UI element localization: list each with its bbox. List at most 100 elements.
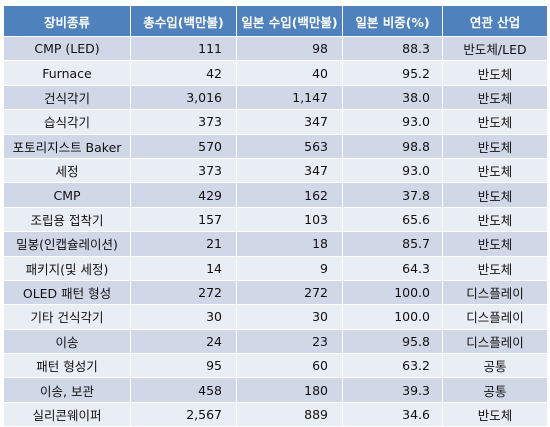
cell-related-industry: 반도체 — [442, 401, 548, 427]
cell-japan-share: 100.0 — [342, 279, 443, 306]
cell-equipment-type: 기타 건식각기 — [3, 304, 131, 330]
table-row: 기타 건식각기 30 30 100.0 디스플레이 — [3, 304, 548, 330]
table-row: CMP 429 162 37.8 반도체 — [3, 182, 548, 208]
cell-equipment-type: 이송 — [3, 328, 131, 355]
cell-total-import: 272 — [130, 279, 237, 306]
table-body: CMP (LED) 111 98 88.3 반도체/LED Furnace 42 40 95.2… — [3, 35, 548, 427]
cell-japan-share: 98.8 — [342, 133, 443, 159]
table-row: 조립용 접착기 157 103 65.6 반도체 — [3, 206, 548, 233]
cell-equipment-type: 건식각기 — [3, 84, 131, 111]
cell-related-industry: 반도체 — [442, 109, 548, 135]
header-japan-import: 일본 수입(백만불) — [236, 5, 343, 37]
cell-related-industry: 반도체 — [442, 60, 548, 86]
cell-related-industry: 반도체 — [442, 133, 548, 159]
cell-japan-import: 180 — [236, 377, 343, 403]
table-row: CMP (LED) 111 98 88.3 반도체/LED — [3, 35, 548, 62]
cell-related-industry: 공통 — [442, 377, 548, 403]
cell-total-import: 95 — [130, 353, 237, 379]
cell-equipment-type: 포토리지스트 Baker — [3, 133, 131, 159]
cell-equipment-type: 패턴 형성기 — [3, 353, 131, 379]
cell-total-import: 373 — [130, 109, 237, 135]
cell-related-industry: 반도체 — [442, 231, 548, 257]
cell-total-import: 458 — [130, 377, 237, 403]
cell-related-industry: 반도체 — [442, 206, 548, 233]
table-row: 이송, 보관 458 180 39.3 공통 — [3, 377, 548, 403]
cell-japan-share: 93.0 — [342, 109, 443, 135]
cell-equipment-type: Furnace — [3, 60, 131, 86]
cell-japan-import: 347 — [236, 109, 343, 135]
cell-japan-share: 39.3 — [342, 377, 443, 403]
cell-japan-share: 93.0 — [342, 157, 443, 184]
cell-japan-share: 85.7 — [342, 231, 443, 257]
cell-japan-share: 88.3 — [342, 35, 443, 62]
cell-equipment-type: OLED 패턴 형성 — [3, 279, 131, 306]
cell-japan-share: 95.8 — [342, 328, 443, 355]
cell-related-industry: 디스플레이 — [442, 304, 548, 330]
table-row: 패키지(및 세정) 14 9 64.3 반도체 — [3, 255, 548, 281]
table-row: OLED 패턴 형성 272 272 100.0 디스플레이 — [3, 279, 548, 306]
cell-japan-import: 563 — [236, 133, 343, 159]
cell-related-industry: 디스플레이 — [442, 279, 548, 306]
cell-japan-import: 272 — [236, 279, 343, 306]
cell-equipment-type: 패키지(및 세정) — [3, 255, 131, 281]
cell-related-industry: 반도체 — [442, 84, 548, 111]
cell-japan-share: 34.6 — [342, 401, 443, 427]
cell-related-industry: 공통 — [442, 353, 548, 379]
table-row: 밀봉(인캡슐레이션) 21 18 85.7 반도체 — [3, 231, 548, 257]
cell-total-import: 30 — [130, 304, 237, 330]
table-row: 건식각기 3,016 1,147 38.0 반도체 — [3, 84, 548, 111]
cell-japan-share: 95.2 — [342, 60, 443, 86]
table-row: 이송 24 23 95.8 디스플레이 — [3, 328, 548, 355]
header-equipment-type: 장비종류 — [3, 5, 131, 37]
cell-japan-share: 63.2 — [342, 353, 443, 379]
cell-equipment-type: 세정 — [3, 157, 131, 184]
cell-japan-share: 37.8 — [342, 182, 443, 208]
cell-related-industry: 반도체 — [442, 255, 548, 281]
cell-related-industry: 디스플레이 — [442, 328, 548, 355]
table-row: 패턴 형성기 95 60 63.2 공통 — [3, 353, 548, 379]
cell-total-import: 111 — [130, 35, 237, 62]
table-row: 습식각기 373 347 93.0 반도체 — [3, 109, 548, 135]
cell-total-import: 373 — [130, 157, 237, 184]
cell-japan-import: 9 — [236, 255, 343, 281]
header-total-import: 총수입(백만불) — [130, 5, 237, 37]
cell-total-import: 21 — [130, 231, 237, 257]
table-row: Furnace 42 40 95.2 반도체 — [3, 60, 548, 86]
cell-equipment-type: 이송, 보관 — [3, 377, 131, 403]
cell-equipment-type: 조립용 접착기 — [3, 206, 131, 233]
cell-japan-import: 30 — [236, 304, 343, 330]
cell-japan-import: 162 — [236, 182, 343, 208]
table-row: 세정 373 347 93.0 반도체 — [3, 157, 548, 184]
cell-equipment-type: 습식각기 — [3, 109, 131, 135]
cell-japan-share: 64.3 — [342, 255, 443, 281]
cell-total-import: 570 — [130, 133, 237, 159]
cell-equipment-type: CMP (LED) — [3, 35, 131, 62]
table-row: 포토리지스트 Baker 570 563 98.8 반도체 — [3, 133, 548, 159]
cell-total-import: 2,567 — [130, 401, 237, 427]
cell-japan-import: 103 — [236, 206, 343, 233]
cell-japan-import: 60 — [236, 353, 343, 379]
cell-japan-share: 100.0 — [342, 304, 443, 330]
cell-japan-share: 65.6 — [342, 206, 443, 233]
cell-related-industry: 반도체 — [442, 157, 548, 184]
cell-japan-import: 347 — [236, 157, 343, 184]
cell-japan-share: 38.0 — [342, 84, 443, 111]
cell-japan-import: 23 — [236, 328, 343, 355]
cell-japan-import: 40 — [236, 60, 343, 86]
table-row: 실리콘웨이퍼 2,567 889 34.6 반도체 — [3, 401, 548, 427]
cell-total-import: 429 — [130, 182, 237, 208]
table-header-row: 장비종류 총수입(백만불) 일본 수입(백만불) 일본 비중(%) 연관 산업 — [3, 5, 548, 37]
cell-related-industry: 반도체 — [442, 182, 548, 208]
cell-total-import: 42 — [130, 60, 237, 86]
cell-equipment-type: 실리콘웨이퍼 — [3, 401, 131, 427]
cell-total-import: 24 — [130, 328, 237, 355]
cell-total-import: 14 — [130, 255, 237, 281]
header-japan-share: 일본 비중(%) — [342, 5, 443, 37]
header-related-industry: 연관 산업 — [442, 5, 548, 37]
cell-equipment-type: CMP — [3, 182, 131, 208]
cell-japan-import: 98 — [236, 35, 343, 62]
cell-related-industry: 반도체/LED — [442, 35, 548, 62]
cell-equipment-type: 밀봉(인캡슐레이션) — [3, 231, 131, 257]
equipment-import-table: 장비종류 총수입(백만불) 일본 수입(백만불) 일본 비중(%) 연관 산업 … — [3, 5, 548, 427]
